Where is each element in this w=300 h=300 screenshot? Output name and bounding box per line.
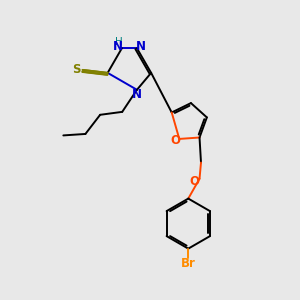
Text: N: N: [113, 40, 123, 53]
Text: Br: Br: [181, 257, 196, 270]
Text: O: O: [189, 175, 199, 188]
Text: N: N: [132, 88, 142, 101]
Text: N: N: [136, 40, 146, 53]
Text: S: S: [73, 63, 81, 76]
Text: O: O: [170, 134, 180, 147]
Text: H: H: [115, 37, 123, 47]
